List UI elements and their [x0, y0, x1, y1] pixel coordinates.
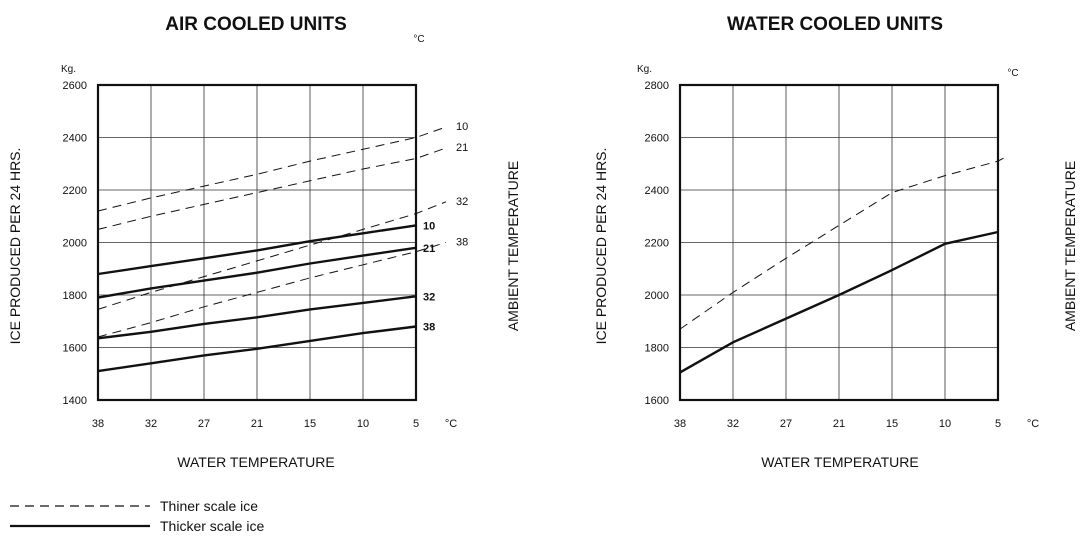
air-x-tick-label: 10 [357, 418, 369, 430]
air-series-label: 38 [456, 237, 468, 249]
air-series-solid-line [97, 246, 417, 299]
water-x-tick-label: 32 [727, 418, 739, 430]
water-y-tick-label: 1800 [645, 343, 669, 355]
air-series-label: 21 [456, 142, 468, 154]
air-y-tick-label: 2600 [63, 80, 87, 92]
water-x-tick-label: 27 [780, 418, 792, 430]
air-series-label: 32 [456, 196, 468, 208]
air-x-tick-label: 21 [251, 418, 263, 430]
water-y-tick-label: 2200 [645, 238, 669, 250]
water-x-axis-label: WATER TEMPERATURE [761, 454, 918, 470]
legend-dashed-label: Thiner scale ice [160, 498, 258, 514]
air-y-tick-label: 1600 [63, 343, 87, 355]
air-x-tick-label: 5 [413, 418, 419, 430]
air-x-unit: °C [445, 418, 457, 430]
air-y-axis-label: ICE PRODUCED PER 24 HRS. [7, 148, 23, 345]
air-right-axis-label: AMBIENT TEMPERATURE [505, 161, 521, 331]
water-x-tick-label: 5 [995, 418, 1001, 430]
water-y-unit: Kg. [637, 64, 652, 75]
water-y-axis-label: ICE PRODUCED PER 24 HRS. [593, 148, 609, 345]
air-series-solid-line [97, 325, 417, 373]
air-plot-frame [96, 83, 418, 402]
air-series-label: 32 [423, 291, 435, 303]
air-x-tick-label: 38 [92, 418, 104, 430]
water-x-tick-label: 38 [674, 418, 686, 430]
air-series-dashed-line [97, 147, 447, 230]
air-cooled-chart: AIR COOLED UNITS °C Kg. ICE PRODUCED PER… [7, 14, 521, 470]
air-y-tick-label: 2200 [63, 185, 87, 197]
air-series-dashed-line [97, 126, 447, 212]
water-x-tick-label: 15 [886, 418, 898, 430]
air-x-tick-label: 32 [145, 418, 157, 430]
air-x-axis-label: WATER TEMPERATURE [177, 454, 334, 470]
water-y-tick-label: 1600 [645, 395, 669, 407]
water-x-unit: °C [1027, 418, 1039, 430]
water-y-tick-label: 2800 [645, 80, 669, 92]
air-chart-title: AIR COOLED UNITS [165, 14, 347, 35]
air-y-tick-label: 2000 [63, 238, 87, 250]
air-y-unit: Kg. [61, 64, 76, 75]
air-series-dashed-line [97, 201, 447, 310]
water-y-tick-label: 2600 [645, 133, 669, 145]
water-cooled-chart: WATER COOLED UNITS °C Kg. ICE PRODUCED P… [593, 14, 1078, 470]
air-series-label: 21 [423, 243, 435, 255]
water-right-unit: °C [1007, 68, 1018, 79]
air-series-label: 10 [423, 220, 435, 232]
water-series-solid-line [679, 230, 999, 374]
water-x-tick-label: 21 [833, 418, 845, 430]
air-series-solid-line [97, 295, 417, 340]
water-y-tick-label: 2000 [645, 290, 669, 302]
water-plot-frame [678, 83, 1000, 402]
air-x-tick-label: 15 [304, 418, 316, 430]
water-series-dashed-line [679, 155, 1009, 330]
air-y-tick-label: 1400 [63, 395, 87, 407]
legend-solid-label: Thicker scale ice [160, 518, 264, 534]
air-y-tick-label: 1800 [63, 290, 87, 302]
legend: Thiner scale ice Thicker scale ice [10, 498, 264, 534]
air-series-label: 10 [456, 121, 468, 133]
air-x-tick-label: 27 [198, 418, 210, 430]
air-series-solid-line [97, 224, 417, 276]
air-series-dashed-line [97, 242, 447, 338]
air-y-tick-label: 2400 [63, 133, 87, 145]
water-chart-title: WATER COOLED UNITS [727, 14, 943, 35]
water-y-tick-label: 2400 [645, 185, 669, 197]
water-right-axis-label: AMBIENT TEMPERATURE [1062, 161, 1078, 331]
water-x-tick-label: 10 [939, 418, 951, 430]
air-right-unit: °C [413, 34, 424, 45]
air-series-label: 38 [423, 322, 435, 334]
